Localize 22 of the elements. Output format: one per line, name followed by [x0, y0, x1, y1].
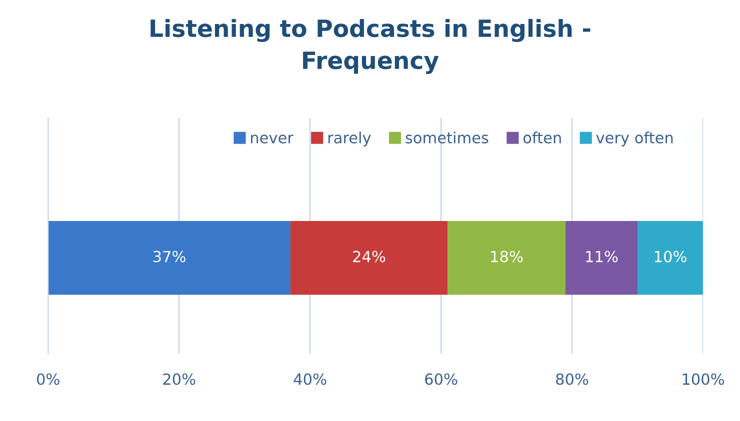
data-label: 10%: [654, 250, 686, 262]
data-label: 11%: [586, 250, 618, 262]
chart-title: Listening to Podcasts in English - Frequency: [150, 18, 590, 74]
bar: [638, 221, 703, 295]
legend-label: rarely: [328, 132, 371, 146]
bar: [565, 221, 638, 295]
x-tick-label: 0%: [36, 373, 60, 385]
data-label: 18%: [491, 250, 523, 262]
bar: [448, 221, 566, 295]
legend-label: very often: [596, 132, 673, 146]
x-tick-label: 40%: [294, 373, 326, 385]
legend-label: never: [251, 134, 294, 144]
data-label: 37%: [153, 250, 186, 262]
x-tick-label: 100%: [682, 373, 724, 385]
x-tick-label: 20%: [163, 373, 196, 385]
x-tick-label: 60%: [425, 373, 458, 385]
data-label: 24%: [353, 250, 386, 262]
legend-label: often: [523, 132, 561, 144]
legend-label: sometimes: [406, 132, 488, 144]
bar: [48, 221, 290, 295]
x-tick-label: 80%: [556, 373, 588, 385]
bar: [290, 221, 448, 295]
